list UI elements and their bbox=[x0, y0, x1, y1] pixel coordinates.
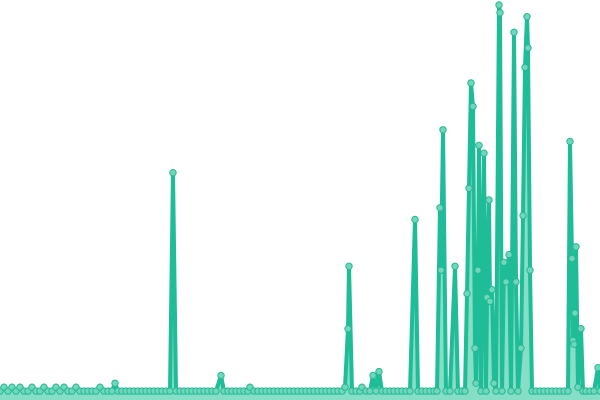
data-point bbox=[472, 379, 480, 387]
data-point bbox=[436, 204, 444, 212]
data-point bbox=[461, 387, 469, 395]
data-point bbox=[492, 387, 500, 395]
data-point bbox=[571, 309, 579, 317]
data-point bbox=[496, 9, 504, 17]
data-point bbox=[366, 387, 374, 395]
data-point bbox=[570, 340, 578, 348]
data-point bbox=[514, 387, 522, 395]
data-point bbox=[217, 371, 225, 380]
data-point bbox=[446, 387, 454, 395]
data-point bbox=[521, 63, 529, 72]
data-point bbox=[451, 262, 459, 270]
data-point bbox=[498, 387, 506, 395]
data-point bbox=[212, 387, 220, 395]
data-point bbox=[467, 79, 475, 87]
data-point bbox=[577, 325, 585, 333]
data-point bbox=[341, 383, 349, 391]
data-point bbox=[474, 266, 482, 274]
data-point bbox=[490, 379, 498, 387]
data-point bbox=[568, 254, 576, 263]
data-point bbox=[433, 387, 441, 395]
data-point bbox=[344, 325, 352, 333]
data-point bbox=[369, 371, 377, 380]
data-point bbox=[482, 387, 490, 395]
data-point bbox=[517, 344, 525, 352]
data-point bbox=[166, 387, 174, 395]
data-point bbox=[111, 379, 119, 387]
data-point bbox=[510, 28, 518, 36]
data-point bbox=[502, 278, 510, 286]
data-point bbox=[471, 344, 479, 352]
data-point bbox=[512, 278, 520, 286]
data-point bbox=[406, 387, 414, 395]
data-point bbox=[463, 289, 471, 298]
data-point bbox=[480, 149, 488, 157]
data-point bbox=[437, 266, 445, 274]
data-point bbox=[566, 137, 574, 146]
series-line bbox=[0, 3, 600, 394]
data-point bbox=[486, 297, 494, 306]
data-point bbox=[469, 102, 477, 111]
data-point bbox=[485, 196, 493, 204]
data-point bbox=[526, 266, 534, 274]
data-point bbox=[590, 387, 598, 395]
data-point bbox=[564, 387, 572, 395]
data-point bbox=[572, 243, 580, 251]
data-point bbox=[505, 250, 513, 259]
data-point bbox=[345, 262, 353, 270]
data-point bbox=[507, 387, 515, 395]
data-point bbox=[523, 13, 531, 21]
data-point bbox=[495, 1, 503, 9]
data-point bbox=[524, 44, 532, 52]
data-point bbox=[519, 211, 527, 220]
data-point bbox=[375, 367, 383, 376]
data-point bbox=[169, 169, 177, 177]
data-point bbox=[500, 258, 508, 267]
data-point bbox=[439, 126, 447, 134]
data-point bbox=[465, 184, 473, 193]
data-point bbox=[574, 383, 582, 391]
data-point bbox=[475, 141, 483, 150]
data-point bbox=[411, 215, 419, 224]
data-point bbox=[372, 387, 380, 395]
data-point bbox=[108, 387, 116, 395]
data-point bbox=[594, 364, 600, 372]
data-point bbox=[488, 286, 496, 294]
